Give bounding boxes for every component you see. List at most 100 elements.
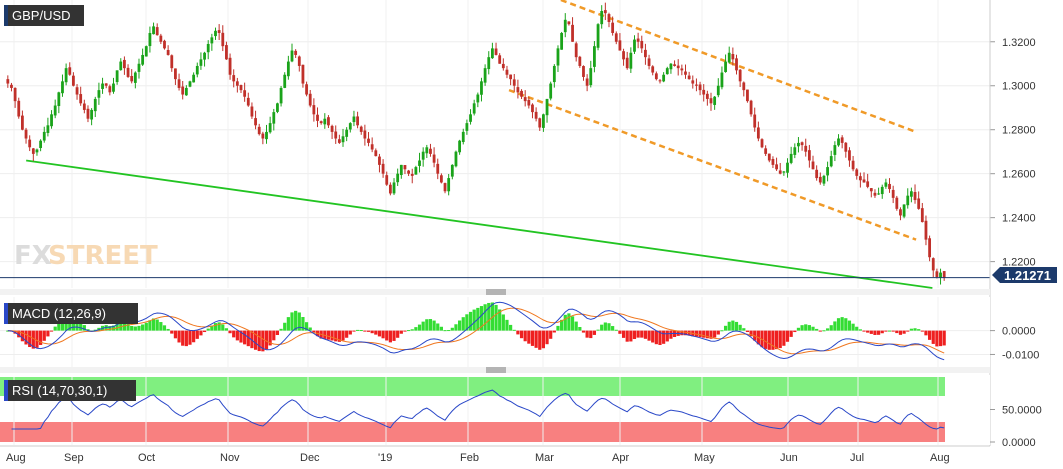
macd-histogram-bar: [283, 322, 287, 331]
macd-histogram-bar: [323, 330, 327, 339]
macd-histogram-bar: [294, 310, 298, 331]
macd-histogram-bar: [913, 328, 917, 331]
candle-body: [123, 59, 126, 69]
candle-body: [458, 140, 462, 153]
macd-histogram-bar: [417, 324, 422, 331]
macd-histogram-bar: [137, 325, 141, 331]
x-tick-label: '19: [378, 452, 392, 464]
candle-body: [337, 139, 341, 143]
candle-body: [724, 61, 727, 73]
macd-histogram-bar: [866, 330, 870, 333]
candle-body: [483, 68, 487, 83]
time-x-axis: Aug Sep Oct Nov Dec '19 Feb Mar Apr May Jun Jul Aug: [0, 445, 990, 464]
macd-histogram-bar: [228, 330, 232, 334]
candle-body: [279, 87, 283, 104]
macd-histogram-bar: [17, 330, 21, 338]
candle-body: [39, 140, 43, 148]
macd-histogram-bar: [654, 330, 658, 345]
rsi-title-accent: [4, 380, 8, 401]
macd-histogram-bar: [436, 323, 440, 331]
candle-body: [746, 89, 749, 102]
candle-body: [505, 69, 509, 75]
macd-histogram-bar: [669, 330, 673, 339]
macd-histogram-bar: [625, 330, 629, 342]
candle-body: [822, 175, 826, 184]
candle-body: [582, 66, 585, 77]
candle-body: [735, 58, 738, 71]
macd-histogram-bar: [629, 330, 633, 342]
candle-body: [800, 142, 804, 146]
candle-body: [924, 220, 928, 240]
candle-body: [775, 164, 778, 170]
macd-histogram-bar: [789, 330, 793, 337]
candle-body: [567, 21, 571, 25]
x-tick-label: Jun: [780, 452, 798, 464]
candle-body: [396, 173, 400, 183]
macd-histogram-bar: [239, 330, 243, 343]
candle-body: [767, 153, 771, 161]
price-tick-label: 1.2200: [1002, 257, 1036, 269]
rsi-oversold-zone: [0, 422, 945, 442]
candle-body: [942, 271, 946, 278]
candle-body: [447, 178, 451, 192]
candle-body: [811, 161, 815, 170]
macd-histogram-bar: [585, 330, 589, 338]
macd-histogram-bar: [731, 320, 735, 331]
macd-histogram-bar: [334, 330, 338, 342]
macd-histogram-bar: [450, 327, 454, 331]
rsi-overbought-zone: [0, 377, 945, 396]
candle-body: [115, 70, 119, 83]
candle-body: [97, 90, 101, 98]
last-price-label: 1.21271: [1004, 268, 1051, 283]
candle-body: [480, 81, 483, 95]
x-tick-label: Mar: [535, 452, 554, 464]
panel-resize-handle-1[interactable]: [0, 289, 990, 295]
candle-body: [261, 133, 265, 139]
support-trend-line: [26, 159, 933, 289]
channel-lower-line: [508, 88, 917, 241]
candle-body: [797, 142, 800, 147]
candle-body: [862, 179, 866, 183]
candle-body: [243, 90, 247, 97]
price-tick-label: 1.3000: [1002, 81, 1036, 93]
candle-body: [753, 114, 757, 128]
macd-histogram-bar: [253, 330, 258, 350]
macd-histogram-bar: [764, 330, 768, 349]
candle-body: [290, 50, 294, 62]
macd-histogram-bar: [516, 330, 520, 335]
macd-histogram-bar: [461, 317, 465, 331]
macd-histogram-bar: [774, 330, 779, 350]
macd-histogram-bar: [264, 330, 269, 350]
candle-body: [159, 35, 163, 42]
candle-body: [647, 58, 651, 66]
macd-histogram-bar: [723, 325, 728, 331]
macd-histogram-bar: [133, 326, 137, 331]
candle-body: [618, 40, 622, 51]
macd-histogram-bar: [301, 317, 305, 331]
macd-histogram-bar: [818, 330, 822, 332]
candle-body: [148, 32, 152, 47]
candle-body: [13, 87, 17, 102]
macd-histogram-bar: [487, 302, 491, 331]
candle-body: [917, 198, 921, 209]
macd-histogram-bar: [589, 330, 593, 339]
macd-histogram-bar: [592, 330, 597, 335]
candle-body: [593, 46, 596, 67]
candle-body: [221, 32, 225, 47]
macd-histogram-bar: [359, 330, 363, 332]
panel-resize-handle-2[interactable]: [0, 367, 990, 373]
candle-body: [199, 59, 203, 66]
candle-body: [276, 103, 279, 112]
candle-body: [286, 61, 290, 77]
candle-body: [516, 87, 520, 93]
macd-histogram-bar: [505, 319, 509, 331]
candle-body: [738, 69, 742, 82]
macd-histogram-bar: [115, 323, 119, 331]
macd-histogram-bar: [665, 330, 669, 342]
macd-histogram-bar: [873, 330, 877, 335]
x-tick-label: Sep: [64, 452, 84, 464]
candle-body: [844, 142, 848, 152]
candle-body: [42, 131, 46, 141]
candle-body: [130, 75, 134, 82]
macd-histogram-bar: [825, 328, 830, 331]
